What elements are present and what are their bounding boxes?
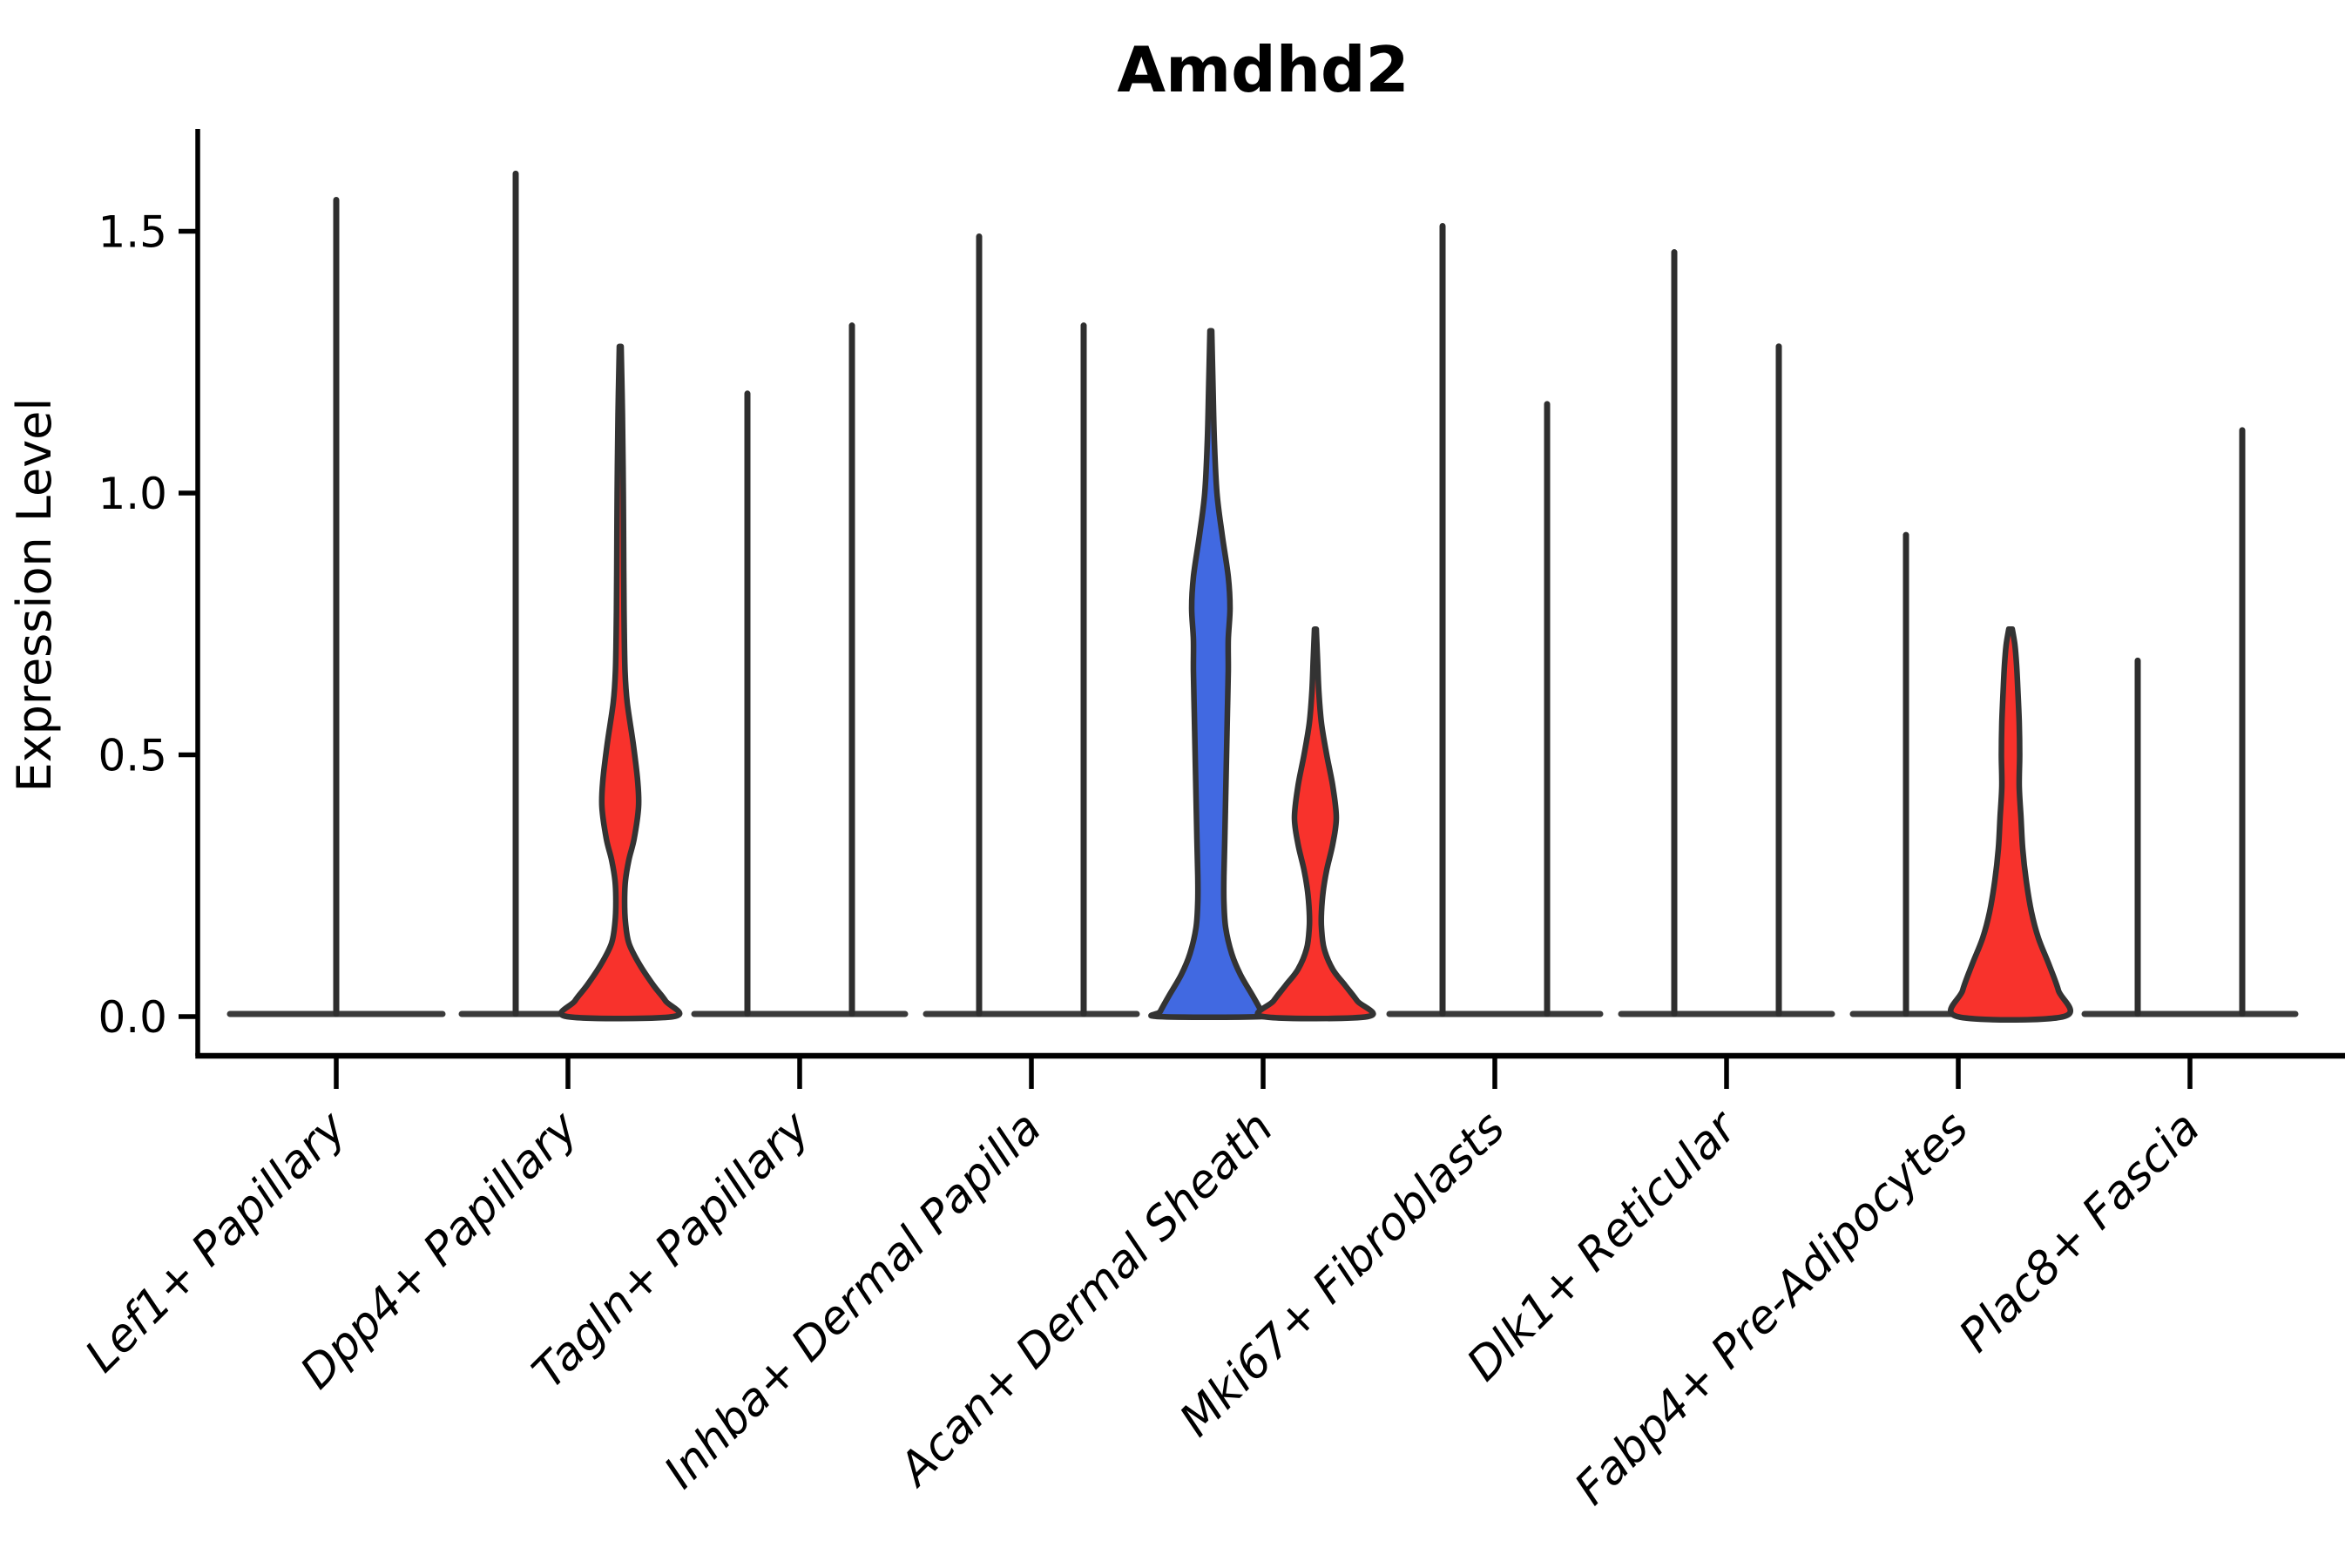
y-axis-label: Expression Level: [7, 398, 62, 793]
violin-body-red: [1948, 626, 2073, 1024]
y-tick-label: 0.5: [98, 731, 167, 781]
y-tick-label: 1.0: [98, 469, 167, 519]
x-axis-category-label: Plac8+ Fascia: [1950, 1102, 2210, 1362]
y-tick-label: 0.0: [98, 992, 167, 1043]
violins-layer: [226, 170, 2299, 1024]
x-axis-category-label: Acan+ Dermal Sheath: [888, 1102, 1283, 1497]
chart-title: Amdhd2: [1117, 33, 1409, 106]
x-axis-category-label: Inhba+ Dermal Papilla: [654, 1102, 1051, 1499]
violin-body-red: [558, 343, 683, 1022]
violin-body-blue: [1148, 328, 1274, 1020]
y-tick-label: 1.5: [98, 207, 167, 258]
violin-body-red: [1254, 626, 1376, 1022]
x-axis-category-label: Fabp4+ Pre-Adipocytes: [1565, 1102, 1979, 1516]
